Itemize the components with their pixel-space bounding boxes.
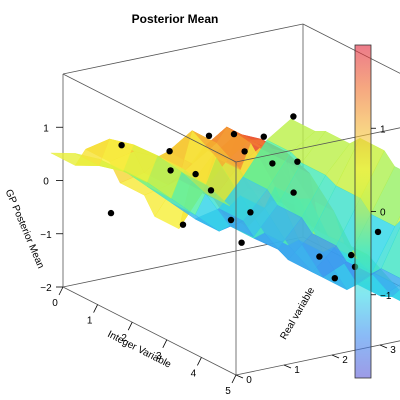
x-axis-label: Integer Variable bbox=[106, 329, 174, 371]
box-edge-front bbox=[62, 286, 237, 376]
y-tick-mark bbox=[283, 364, 292, 369]
observation-point bbox=[238, 239, 245, 246]
x-tick-label: 5 bbox=[225, 386, 231, 397]
y-tick-label: 3 bbox=[390, 345, 396, 356]
y-axis-label: Real variable bbox=[278, 285, 317, 341]
colorbar bbox=[354, 44, 372, 379]
box-edge-back bbox=[62, 23, 304, 75]
observation-point bbox=[107, 209, 115, 217]
observation-point bbox=[290, 113, 297, 120]
observation-point bbox=[247, 209, 254, 216]
observation-point bbox=[179, 221, 187, 228]
x-tick-mark bbox=[93, 304, 98, 313]
y-tick-mark bbox=[331, 354, 340, 359]
y-tick-label: 2 bbox=[342, 355, 348, 366]
colorbar-tick-label: −1 bbox=[380, 291, 392, 302]
observation-point bbox=[205, 132, 213, 139]
x-tick-mark bbox=[162, 339, 168, 348]
observation-point bbox=[348, 251, 355, 259]
observation-point bbox=[118, 142, 125, 149]
observation-point bbox=[241, 148, 248, 155]
observation-point bbox=[230, 130, 238, 138]
colorbar-ticks: −1 0 1 bbox=[371, 124, 392, 302]
posterior-surface bbox=[50, 118, 400, 301]
y-tick-mark bbox=[379, 344, 388, 349]
observation-point bbox=[294, 158, 301, 165]
surface-face bbox=[50, 152, 100, 166]
x-tick-label: 1 bbox=[87, 316, 93, 327]
observation-point bbox=[260, 133, 267, 140]
observation-point bbox=[166, 148, 173, 155]
chart-title: Posterior Mean bbox=[132, 12, 219, 26]
x-tick-mark bbox=[231, 374, 237, 384]
y-tick-label: 1 bbox=[294, 365, 300, 376]
observation-point bbox=[192, 170, 199, 178]
box-edge-back bbox=[62, 236, 304, 288]
observation-point bbox=[227, 216, 235, 224]
box-edge-front bbox=[235, 340, 400, 376]
colorbar-tick-label: 0 bbox=[380, 208, 386, 219]
z-tick-label: 0 bbox=[43, 177, 49, 188]
z-tick-label: −1 bbox=[40, 230, 52, 241]
x-tick-label: 2 bbox=[121, 333, 127, 344]
z-tick-label: 1 bbox=[43, 123, 49, 134]
axes: 012345012345−2−101 bbox=[40, 123, 396, 397]
observation-point bbox=[269, 160, 276, 167]
observation-point bbox=[290, 189, 297, 196]
x-tick-mark bbox=[58, 286, 64, 296]
box-edge-front bbox=[62, 73, 237, 163]
observation-point bbox=[374, 228, 382, 236]
y-tick-label: 0 bbox=[246, 375, 252, 386]
x-tick-label: 4 bbox=[191, 368, 197, 379]
x-tick-label: 0 bbox=[52, 298, 58, 309]
z-tick-label: −2 bbox=[40, 283, 52, 294]
observation-point bbox=[207, 187, 215, 194]
y-tick-mark bbox=[235, 374, 244, 379]
box-edge-back bbox=[302, 23, 400, 74]
colorbar-tick-label: 1 bbox=[380, 124, 386, 135]
observation-point bbox=[316, 253, 323, 260]
x-tick-mark bbox=[197, 357, 202, 366]
x-tick-label: 3 bbox=[156, 351, 162, 362]
x-tick-mark bbox=[127, 322, 133, 331]
observation-point bbox=[331, 275, 338, 282]
observation-point bbox=[167, 167, 174, 174]
